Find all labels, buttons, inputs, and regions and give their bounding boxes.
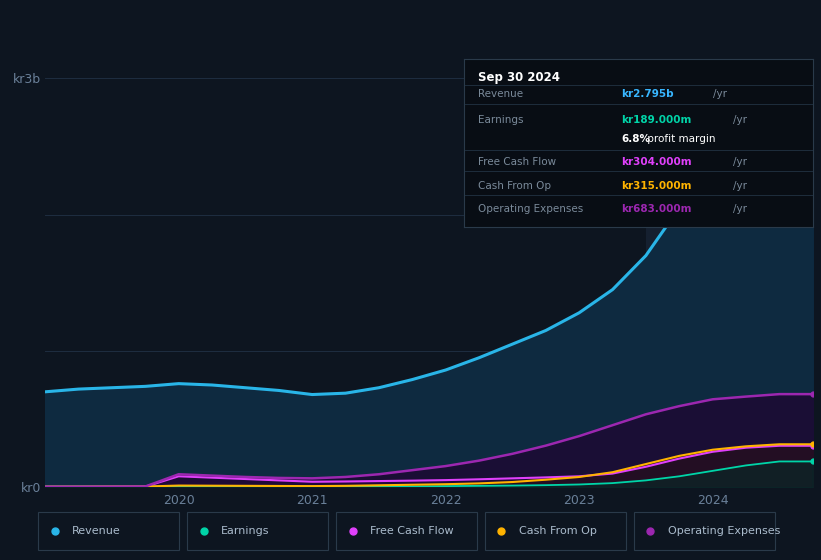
FancyBboxPatch shape — [38, 512, 179, 550]
Text: Operating Expenses: Operating Expenses — [478, 204, 583, 214]
Text: profit margin: profit margin — [644, 134, 715, 143]
FancyBboxPatch shape — [634, 512, 775, 550]
Text: kr304.000m: kr304.000m — [621, 157, 691, 167]
Text: Sep 30 2024: Sep 30 2024 — [478, 71, 560, 83]
Text: /yr: /yr — [732, 157, 746, 167]
Bar — [646, 78, 813, 487]
Text: /yr: /yr — [732, 115, 746, 125]
Text: kr315.000m: kr315.000m — [621, 180, 691, 190]
Text: Cash From Op: Cash From Op — [519, 526, 597, 535]
Text: Revenue: Revenue — [72, 526, 122, 535]
FancyBboxPatch shape — [187, 512, 328, 550]
Text: Revenue: Revenue — [478, 89, 523, 99]
Text: Operating Expenses: Operating Expenses — [668, 526, 780, 535]
Text: Earnings: Earnings — [221, 526, 270, 535]
Text: kr683.000m: kr683.000m — [621, 204, 691, 214]
Text: Free Cash Flow: Free Cash Flow — [478, 157, 556, 167]
Text: /yr: /yr — [732, 204, 746, 214]
Text: /yr: /yr — [713, 89, 727, 99]
Text: /yr: /yr — [732, 180, 746, 190]
Text: Cash From Op: Cash From Op — [478, 180, 551, 190]
Text: 6.8%: 6.8% — [621, 134, 650, 143]
Text: kr2.795b: kr2.795b — [621, 89, 673, 99]
FancyBboxPatch shape — [484, 512, 626, 550]
Text: kr189.000m: kr189.000m — [621, 115, 691, 125]
Text: Free Cash Flow: Free Cash Flow — [370, 526, 454, 535]
Text: Earnings: Earnings — [478, 115, 523, 125]
FancyBboxPatch shape — [336, 512, 477, 550]
